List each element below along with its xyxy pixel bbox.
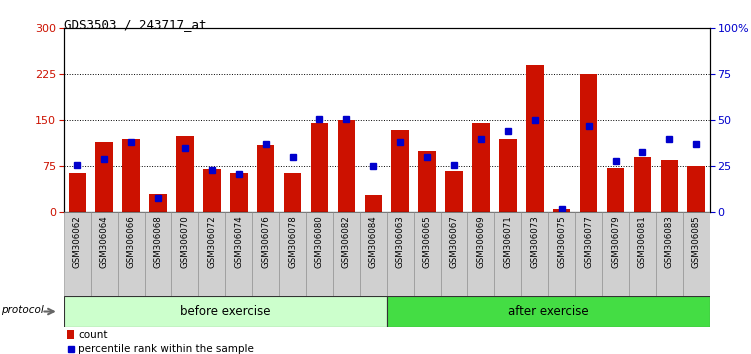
Text: GSM306081: GSM306081 [638,215,647,268]
Bar [391,130,409,212]
FancyBboxPatch shape [279,212,306,296]
Bar [230,172,248,212]
Text: GSM306075: GSM306075 [557,215,566,268]
Text: count: count [78,330,108,340]
Text: GSM306064: GSM306064 [100,215,109,268]
FancyBboxPatch shape [629,212,656,296]
Bar [418,151,436,212]
FancyBboxPatch shape [64,296,387,327]
Text: protocol: protocol [2,305,44,315]
FancyBboxPatch shape [225,212,252,296]
Text: GSM306082: GSM306082 [342,215,351,268]
FancyBboxPatch shape [118,212,144,296]
FancyBboxPatch shape [441,212,467,296]
FancyBboxPatch shape [144,212,171,296]
FancyBboxPatch shape [521,212,548,296]
Bar [580,74,597,212]
FancyBboxPatch shape [333,212,360,296]
Text: GSM306070: GSM306070 [180,215,189,268]
FancyBboxPatch shape [414,212,441,296]
Bar [499,139,517,212]
Bar [257,145,274,212]
Bar [122,139,140,212]
Text: GSM306080: GSM306080 [315,215,324,268]
Text: GSM306069: GSM306069 [476,215,485,268]
Text: GSM306073: GSM306073 [530,215,539,268]
Text: GSM306074: GSM306074 [234,215,243,268]
Bar [607,168,624,212]
Text: GDS3503 / 243717_at: GDS3503 / 243717_at [64,18,207,31]
Text: GSM306065: GSM306065 [423,215,432,268]
FancyBboxPatch shape [171,212,198,296]
Text: GSM306079: GSM306079 [611,215,620,268]
FancyBboxPatch shape [683,212,710,296]
FancyBboxPatch shape [360,212,387,296]
Text: before exercise: before exercise [180,305,270,318]
FancyBboxPatch shape [306,212,333,296]
Text: GSM306063: GSM306063 [396,215,405,268]
Text: GSM306078: GSM306078 [288,215,297,268]
Text: GSM306072: GSM306072 [207,215,216,268]
Bar [284,172,301,212]
Bar [553,209,571,212]
Bar [203,170,221,212]
Text: GSM306077: GSM306077 [584,215,593,268]
Text: GSM306083: GSM306083 [665,215,674,268]
Bar [472,124,490,212]
Text: after exercise: after exercise [508,305,589,318]
FancyBboxPatch shape [64,212,91,296]
Text: GSM306068: GSM306068 [153,215,162,268]
FancyBboxPatch shape [387,212,414,296]
Text: GSM306076: GSM306076 [261,215,270,268]
Bar [176,136,194,212]
Bar [95,142,113,212]
FancyBboxPatch shape [91,212,118,296]
Text: GSM306062: GSM306062 [73,215,82,268]
Bar [661,160,678,212]
Bar [68,172,86,212]
FancyBboxPatch shape [387,296,710,327]
Bar [687,166,705,212]
Text: GSM306071: GSM306071 [503,215,512,268]
Bar [149,194,167,212]
Bar [311,124,328,212]
Bar [338,120,355,212]
Bar [445,171,463,212]
Bar [364,195,382,212]
Bar [526,65,544,212]
Bar [67,330,74,339]
Text: GSM306085: GSM306085 [692,215,701,268]
FancyBboxPatch shape [467,212,494,296]
FancyBboxPatch shape [494,212,521,296]
FancyBboxPatch shape [198,212,225,296]
Text: GSM306066: GSM306066 [127,215,136,268]
Text: percentile rank within the sample: percentile rank within the sample [78,344,255,354]
FancyBboxPatch shape [602,212,629,296]
FancyBboxPatch shape [252,212,279,296]
FancyBboxPatch shape [548,212,575,296]
Text: GSM306067: GSM306067 [450,215,459,268]
FancyBboxPatch shape [656,212,683,296]
Text: GSM306084: GSM306084 [369,215,378,268]
Bar [634,157,651,212]
FancyBboxPatch shape [575,212,602,296]
